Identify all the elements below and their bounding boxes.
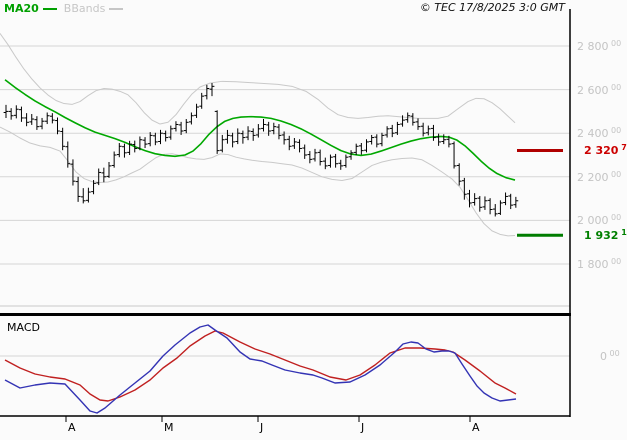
month-tick-label-0: A [68,421,76,434]
macd-panel-label: MACD [7,321,40,334]
price-tick-label-2800-decimals: 00 [608,39,622,48]
macd-zero-tick-label-decimals: 00 [607,349,620,358]
price-tick-label-2600: 2 600 00 [577,82,622,97]
price-tick-label-2200: 2 200 00 [577,169,622,184]
chart-legend: MA20 BBands [4,2,124,16]
price-tick-label-2400: 2 400 00 [577,126,622,141]
legend-ma20-label: MA20 [4,2,39,15]
bollinger-upper-band-line [0,33,516,125]
macd-line [4,324,517,414]
support-level-label: 1 932 16 [584,228,627,242]
macd-zero-tick-label: 0 00 [600,349,620,363]
legend-ma20-dash-icon [42,8,57,10]
support-level-label-decimals: 16 [621,228,627,238]
macd-signal-line [4,330,517,402]
month-tick-label-3: J [361,421,365,434]
price-tick-label-2200-decimals: 00 [608,169,622,179]
price-tick-label-2800: 2 800 00 [577,39,622,53]
copyright-text: © TEC 17/8/2025 3:0 GMT [419,1,565,14]
resistance-level-label: 2 320 75 [584,143,627,157]
price-tick-label-2600-decimals: 00 [608,82,622,92]
month-tick-label-4: A [472,421,480,434]
price-tick-label-2000-decimals: 00 [608,213,622,223]
legend-bbands-dash-icon [109,8,124,10]
price-tick-label-2000: 2 000 00 [577,213,622,228]
price-tick-label-1800-decimals: 00 [608,257,622,266]
legend-item-bbands: BBands [64,2,124,16]
legend-bbands-label: BBands [63,2,106,15]
price-tick-label-2400-decimals: 00 [608,126,622,136]
macd-panel-top-border [0,313,571,316]
ma20-line [4,79,516,181]
resistance-level-label-decimals: 75 [621,143,627,153]
month-tick-label-2: J [260,421,264,434]
bollinger-lower-band-line [0,126,516,237]
month-tick-label-1: M [164,421,174,434]
price-tick-label-1800: 1 800 00 [577,257,622,271]
legend-item-ma20: MA20 [4,2,57,16]
